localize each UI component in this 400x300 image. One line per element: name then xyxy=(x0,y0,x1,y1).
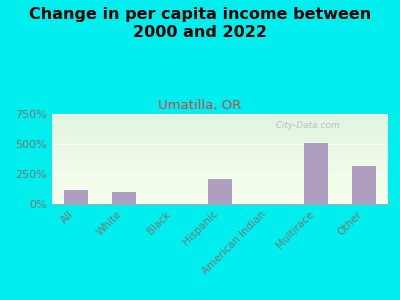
Text: Umatilla, OR: Umatilla, OR xyxy=(158,99,242,112)
Bar xyxy=(208,179,232,204)
Bar xyxy=(352,166,376,204)
Text: City-Data.com: City-Data.com xyxy=(270,121,340,130)
Text: Change in per capita income between
2000 and 2022: Change in per capita income between 2000… xyxy=(29,8,371,40)
Bar xyxy=(304,143,328,204)
Bar xyxy=(64,190,88,204)
Bar xyxy=(112,192,136,204)
